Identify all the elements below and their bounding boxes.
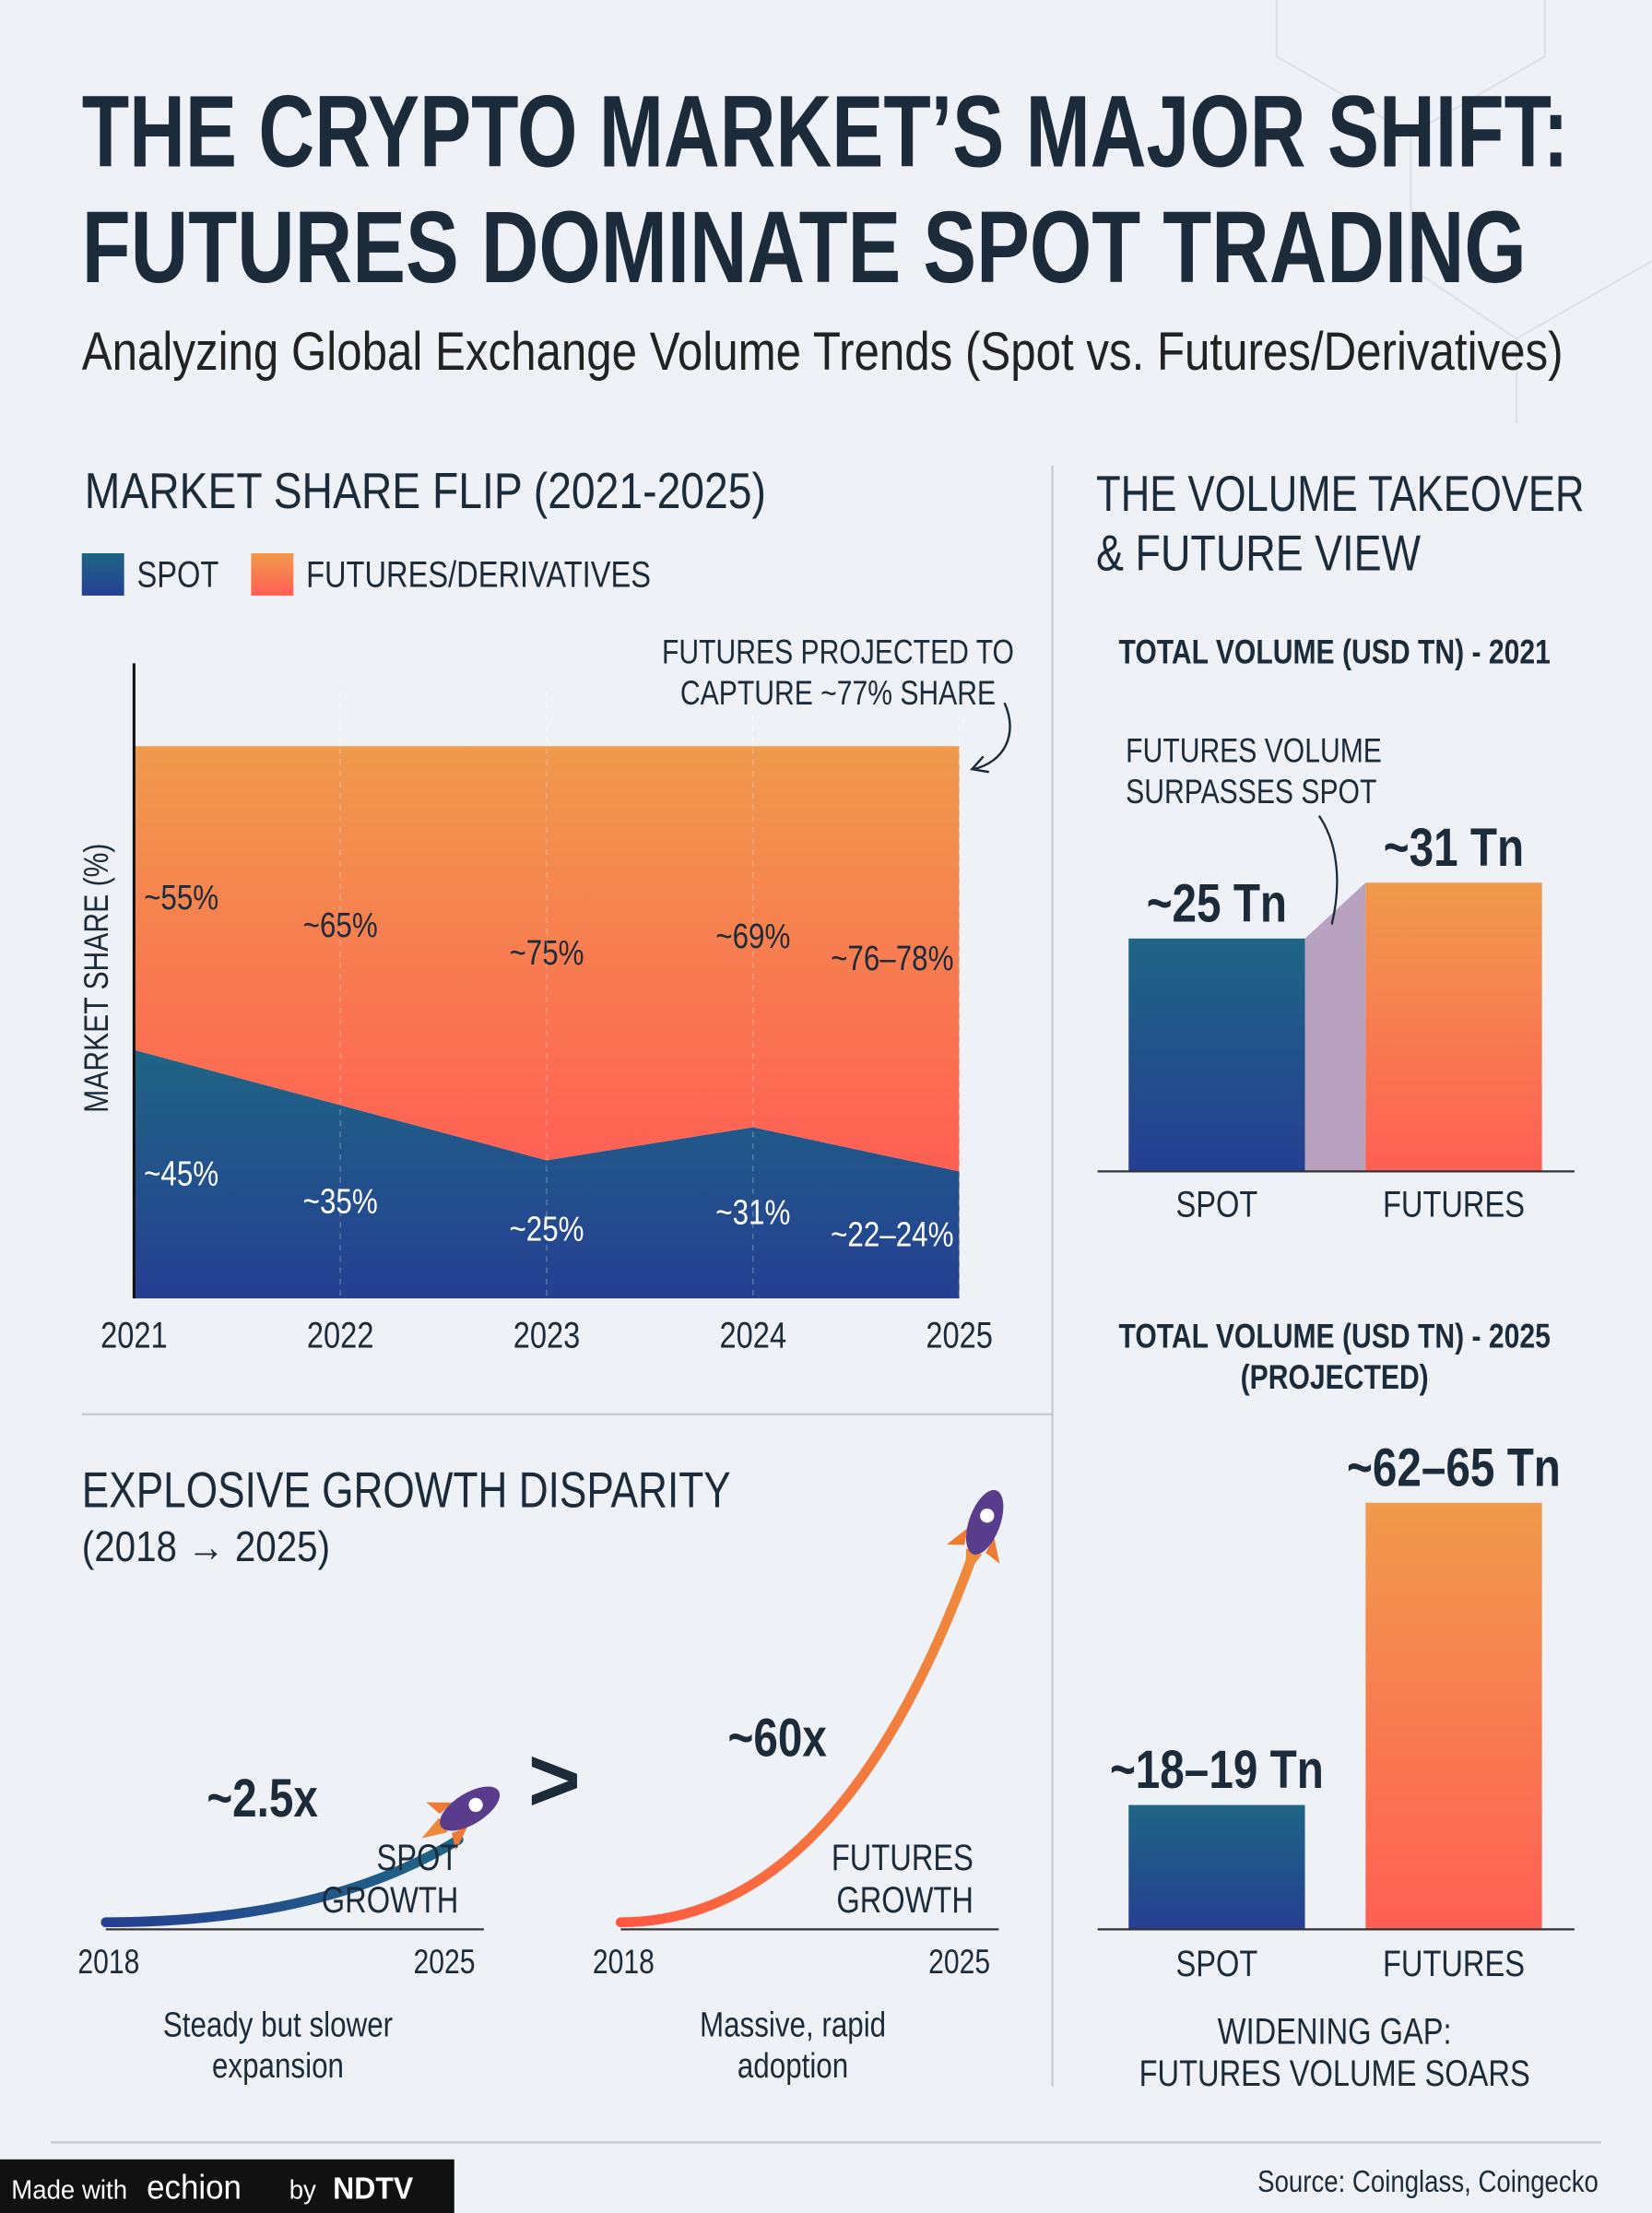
comparator: > [528, 1729, 581, 1830]
caption: expansion [212, 2046, 344, 2086]
rocket-window [980, 1509, 995, 1523]
annotation-arrowhead [970, 755, 989, 774]
hex-decoration [1275, 0, 1652, 424]
data-label: ~65% [303, 905, 378, 945]
data-label: ~2.5x [206, 1769, 318, 1828]
x-tick-label: SPOT [1175, 1184, 1257, 1225]
chart-title: (PROJECTED) [1241, 1358, 1429, 1396]
series-name: SPOT [377, 1838, 459, 1878]
x-tick-label: 2021 [100, 1316, 168, 1356]
annotation: FUTURES VOLUME [1126, 732, 1382, 770]
series-name: FUTURES [832, 1838, 974, 1878]
brand-box [0, 2159, 454, 2213]
chart-title: EXPLOSIVE GROWTH DISPARITY [82, 1462, 731, 1519]
data-label: ~62–65 Tn [1347, 1438, 1561, 1497]
rocket-fin [946, 1528, 1000, 1564]
x-tick-label: 2023 [513, 1316, 581, 1356]
rocket-flame [965, 1548, 983, 1576]
rocket-icon [946, 1489, 1004, 1576]
subtitle: Analyzing Global Exchange Volume Trends … [82, 322, 1564, 382]
chart-title: TOTAL VOLUME (USD TN) - 2021 [1118, 633, 1550, 670]
caption: adoption [738, 2046, 848, 2086]
annotation: SURPASSES SPOT [1126, 773, 1376, 811]
brand-text: Made with [11, 2176, 127, 2206]
footnote: WIDENING GAP: [1218, 2011, 1452, 2052]
x-tick-label: FUTURES [1383, 1184, 1525, 1225]
bar [1365, 1502, 1542, 1930]
legend-label: FUTURES/DERIVATIVES [306, 555, 651, 596]
x-tick-label: 2025 [928, 1943, 990, 1981]
bar [1128, 1805, 1305, 1930]
data-label: ~31 Tn [1384, 818, 1524, 878]
rocket-window [468, 1797, 483, 1813]
series-name: GROWTH [322, 1880, 459, 1921]
x-tick-label: 2022 [307, 1316, 374, 1356]
data-label: ~35% [303, 1182, 378, 1222]
transition-bridge [1304, 882, 1366, 1172]
main-title: THE CRYPTO MARKET’S MAJOR SHIFT: [82, 76, 1569, 189]
x-tick-label: 2025 [414, 1943, 476, 1981]
data-label: ~25 Tn [1147, 873, 1287, 933]
data-label: ~31% [715, 1193, 790, 1233]
section-heading: & FUTURE VIEW [1096, 524, 1421, 581]
growth-curve [100, 1834, 464, 1928]
x-tick-label: FUTURES [1383, 1944, 1525, 1984]
data-label: ~22–24% [831, 1215, 953, 1255]
growth-curve [615, 1548, 979, 1928]
x-tick-label: 2018 [77, 1943, 139, 1981]
legend-swatch [251, 553, 294, 596]
bar [1365, 882, 1542, 1172]
x-tick-label: 2018 [593, 1943, 655, 1981]
legend-label: SPOT [136, 555, 218, 596]
brand-text: by [289, 2176, 317, 2206]
brand-logo: echion [147, 2169, 242, 2207]
main-title: FUTURES DOMINATE SPOT TRADING [82, 191, 1527, 304]
caption: Steady but slower [163, 2006, 394, 2045]
data-label: ~69% [715, 917, 790, 956]
chart-title: TOTAL VOLUME (USD TN) - 2025 [1118, 1318, 1550, 1355]
y-axis-label: MARKET SHARE (%) [77, 844, 115, 1113]
data-label: ~25% [509, 1210, 584, 1249]
chart-subtitle: (2018 → 2025) [82, 1522, 330, 1570]
legend-swatch [81, 553, 124, 596]
data-label: ~45% [144, 1154, 218, 1194]
annotation: CAPTURE ~77% SHARE [680, 674, 996, 712]
chart-title: MARKET SHARE FLIP (2021-2025) [85, 462, 766, 519]
annotation-arrow [973, 702, 1011, 771]
x-tick-label: 2025 [926, 1316, 993, 1356]
x-tick-label: 2024 [720, 1316, 787, 1356]
data-label: ~55% [144, 878, 218, 917]
data-label: ~75% [509, 933, 584, 973]
caption: Massive, rapid [700, 2006, 886, 2045]
area-series [134, 746, 960, 1172]
data-label: ~60x [728, 1709, 827, 1769]
rocket-icon [421, 1786, 501, 1851]
bar [1128, 938, 1305, 1172]
data-label: ~18–19 Tn [1110, 1740, 1324, 1800]
section-heading: THE VOLUME TAKEOVER [1096, 465, 1584, 522]
data-label: ~76–78% [831, 939, 953, 978]
area-series [134, 1049, 960, 1299]
brand-logo: NDTV [333, 2172, 414, 2207]
annotation: FUTURES PROJECTED TO [662, 633, 1014, 670]
source-note: Source: Coinglass, Coingecko [1257, 2165, 1599, 2199]
x-tick-label: SPOT [1175, 1944, 1257, 1984]
series-name: GROWTH [836, 1880, 974, 1921]
rocket-fin [426, 1802, 468, 1851]
annotation-connector [1317, 815, 1339, 925]
footnote: FUTURES VOLUME SOARS [1139, 2053, 1530, 2094]
